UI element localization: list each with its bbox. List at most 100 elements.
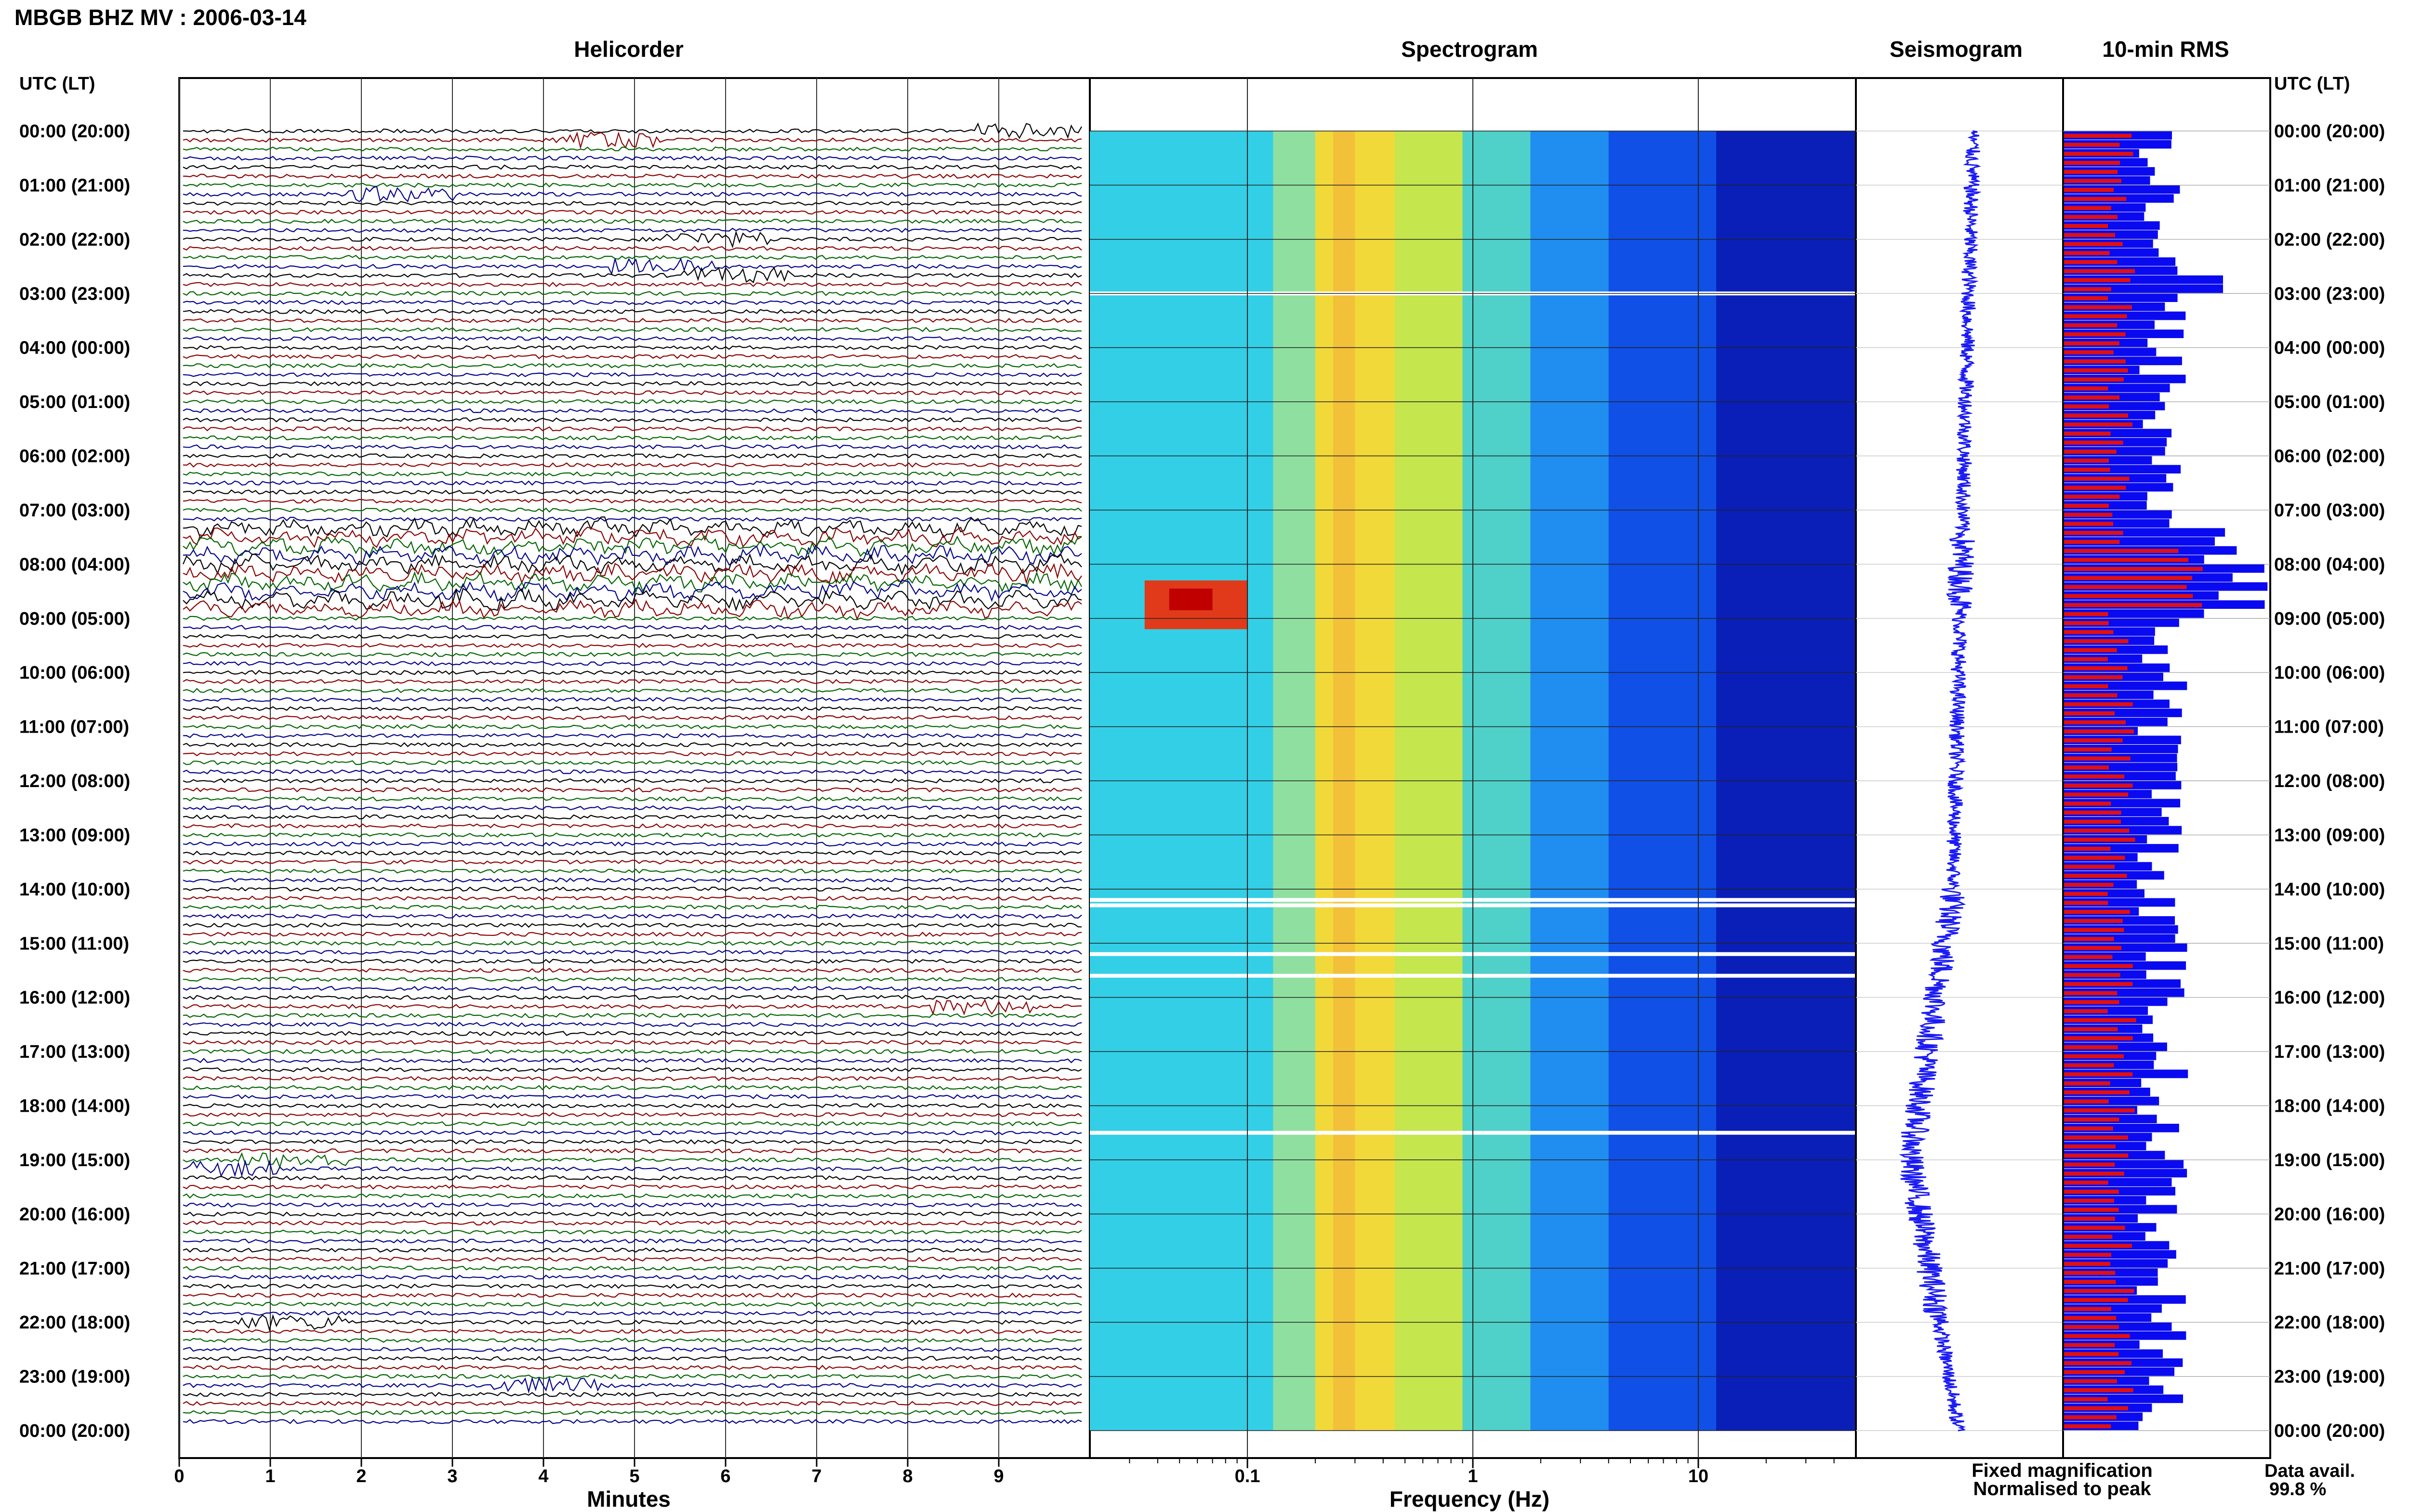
rms-normalised-bar: [2064, 630, 2114, 634]
helicorder-trace: [183, 282, 1082, 287]
helicorder-trace: [183, 516, 1082, 539]
hour-label-left: 18:00 (14:00): [19, 1096, 130, 1117]
helicorder-trace: [183, 230, 1082, 249]
helicorder-trace: [183, 544, 1082, 566]
helicorder-trace: [183, 1184, 1082, 1190]
helicorder-trace: [183, 480, 1082, 486]
legend-fixed-magnification: Fixed magnification: [1972, 1460, 2153, 1481]
minutes-tick-label: 9: [993, 1466, 1004, 1486]
rms-normalised-bar: [2064, 395, 2120, 400]
rms-normalised-bar: [2064, 964, 2133, 968]
rms-normalised-bar: [2064, 729, 2134, 734]
rms-normalised-bar: [2064, 1235, 2113, 1239]
hour-label-left: 06:00 (02:00): [19, 447, 130, 467]
helicorder-trace: [183, 1202, 1082, 1208]
data-availability-value: 99.8 %: [2269, 1479, 2326, 1499]
helicorder-trace: [183, 1314, 1082, 1332]
hour-label-right: 01:00 (21:00): [2274, 175, 2385, 196]
hour-label-left: 14:00 (10:00): [19, 880, 130, 900]
rms-normalised-bar: [2064, 1099, 2109, 1104]
rms-normalised-bar: [2064, 928, 2124, 932]
helicorder-trace: [183, 1346, 1082, 1352]
rms-heading: 10-min RMS: [2102, 37, 2229, 62]
helicorder-trace: [183, 1220, 1082, 1226]
rms-normalised-bar: [2064, 1198, 2114, 1203]
helicorder-trace: [183, 1121, 1082, 1127]
rms-normalised-bar: [2064, 170, 2118, 174]
helicorder-trace: [183, 526, 1082, 548]
helicorder-trace: [183, 679, 1082, 684]
hour-label-left: 08:00 (04:00): [19, 554, 130, 575]
rms-normalised-bar: [2064, 431, 2111, 436]
helicorder-trace: [183, 706, 1082, 711]
helicorder-trace: [183, 633, 1082, 639]
helicorder-trace: [183, 1076, 1082, 1081]
rms-normalised-bar: [2064, 197, 2127, 201]
rms-normalised-bar: [2064, 882, 2114, 887]
helicorder-trace: [183, 164, 1082, 170]
helicorder-trace: [183, 227, 1082, 233]
rms-normalised-bar: [2064, 152, 2133, 156]
hour-label-left: 02:00 (22:00): [19, 230, 130, 250]
rms-normalised-bar: [2064, 819, 2121, 824]
hour-label-left: 03:00 (23:00): [19, 284, 130, 304]
helicorder-trace: [183, 905, 1082, 910]
helicorder-trace: [183, 327, 1082, 332]
hour-label-left: 22:00 (18:00): [19, 1313, 130, 1333]
rms-normalised-bar: [2064, 440, 2123, 445]
rms-normalised-bar: [2064, 1424, 2111, 1429]
rms-normalised-bar: [2064, 1036, 2133, 1040]
rms-normalised-bar: [2064, 828, 2130, 833]
rms-normalised-bar: [2064, 503, 2109, 508]
helicorder-trace: [183, 886, 1082, 892]
minutes-tick-label: 1: [265, 1466, 275, 1486]
rms-normalised-bar: [2064, 873, 2127, 878]
helicorder-trace: [183, 832, 1082, 838]
helicorder-trace: [183, 1049, 1082, 1054]
rms-normalised-bar: [2064, 1307, 2112, 1311]
helicorder-trace: [183, 579, 1082, 602]
hour-label-left: 23:00 (19:00): [19, 1367, 130, 1387]
helicorder-trace: [183, 254, 1082, 260]
helicorder-trace: [183, 462, 1082, 468]
rms-normalised-bar: [2064, 901, 2108, 905]
helicorder-trace: [183, 1139, 1082, 1144]
helicorder-trace: [183, 408, 1082, 414]
helicorder-trace: [183, 841, 1082, 847]
helicorder-trace: [183, 1039, 1082, 1045]
rms-normalised-bar: [2064, 486, 2126, 490]
helicorder-trace: [183, 1275, 1082, 1280]
hour-label-left: 05:00 (01:00): [19, 392, 130, 412]
helicorder-trace: [183, 616, 1082, 621]
rms-normalised-bar: [2064, 1117, 2119, 1122]
rms-normalised-bar: [2064, 1388, 2133, 1393]
helicorder-trace: [183, 290, 1082, 296]
helicorder-trace: [183, 318, 1082, 323]
rms-normalised-bar: [2064, 251, 2110, 255]
hour-label-left: 04:00 (00:00): [19, 338, 130, 358]
hour-label-right: 09:00 (05:00): [2274, 609, 2385, 629]
helicorder-trace: [183, 257, 1082, 276]
rms-normalised-bar: [2064, 1108, 2135, 1113]
minutes-tick-label: 5: [629, 1466, 639, 1486]
minutes-tick-label: 0: [174, 1466, 184, 1486]
helicorder-trace: [183, 1256, 1082, 1262]
helicorder-trace: [183, 877, 1082, 883]
helicorder-trace: [183, 868, 1082, 874]
rms-normalised-bar: [2064, 982, 2133, 986]
rms-normalised-bar: [2064, 269, 2135, 274]
minutes-axis-label: Minutes: [587, 1486, 671, 1512]
helicorder-trace: [183, 1022, 1082, 1027]
hour-label-right: 06:00 (02:00): [2274, 447, 2385, 467]
rms-normalised-bar: [2064, 260, 2118, 264]
rms-normalised-bar: [2064, 1225, 2125, 1230]
rms-normalised-bar: [2064, 756, 2131, 761]
rms-normalised-bar: [2064, 160, 2120, 165]
helicorder-trace: [183, 1094, 1082, 1099]
rms-normalised-bar: [2064, 1126, 2113, 1131]
helicorder-trace: [183, 336, 1082, 342]
rms-normalised-bar: [2064, 341, 2119, 345]
rms-normalised-bar: [2064, 278, 2131, 282]
rms-normalised-bar: [2064, 1334, 2130, 1338]
